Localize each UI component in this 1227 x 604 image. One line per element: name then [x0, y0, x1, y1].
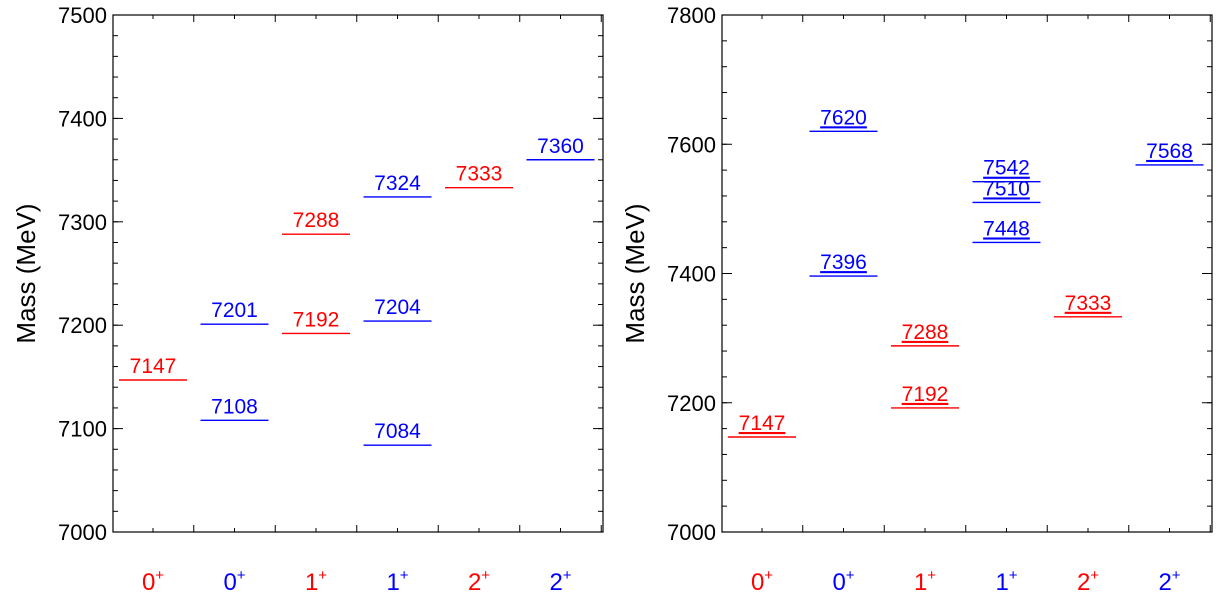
category-label: 0+ [142, 567, 164, 596]
level-label: 7333 [456, 163, 503, 186]
level-label: 7448 [983, 217, 1030, 240]
level-label: 7147 [130, 355, 177, 378]
level-label: 7542 [983, 157, 1030, 180]
y-tick-label: 7200 [667, 391, 716, 416]
category-label: 0+ [751, 567, 773, 596]
level-label: 7204 [374, 296, 421, 319]
category-label: 2+ [468, 567, 490, 596]
level-label: 7360 [537, 135, 584, 158]
y-tick-label: 7500 [58, 3, 107, 28]
category-label: 0+ [832, 567, 854, 596]
plot-frame [721, 14, 1213, 533]
y-tick-label: 7100 [58, 417, 107, 442]
category-label: 2+ [549, 567, 571, 596]
level-label: 7324 [374, 172, 421, 195]
chart-panel-2: 7000 7200 7400 7600 7800 Mass (MeV) 0+ 0+ 1+ 1+ 2+… [620, 3, 1213, 596]
level-label: 7288 [902, 321, 949, 344]
chart-panel-1: 7000 7100 7200 7300 7400 7500 Mass (MeV) 0+ 0+ 1+… [11, 3, 604, 596]
y-tick-label: 7600 [667, 132, 716, 157]
level-label: 7568 [1146, 140, 1193, 163]
category-label: 0+ [223, 567, 245, 596]
category-label: 1+ [386, 567, 408, 596]
level-label: 7201 [211, 299, 258, 322]
y-axis-label: Mass (MeV) [620, 203, 650, 343]
y-tick-label: 7000 [58, 520, 107, 545]
y-tick-label: 7400 [58, 106, 107, 131]
level-label: 7288 [293, 209, 340, 232]
category-label: 1+ [914, 567, 936, 596]
y-tick-label: 7400 [667, 262, 716, 287]
y-tick-label: 7200 [58, 313, 107, 338]
y-tick-label: 7300 [58, 210, 107, 235]
category-label: 1+ [305, 567, 327, 596]
y-tick-label: 7000 [667, 520, 716, 545]
level-label: 7333 [1065, 292, 1112, 315]
level-label: 7396 [820, 251, 867, 274]
level-label: 7510 [983, 177, 1030, 200]
level-label: 7192 [293, 308, 340, 331]
category-label: 1+ [995, 567, 1017, 596]
y-tick-label: 7800 [667, 3, 716, 28]
level-label: 7084 [374, 420, 421, 443]
category-label: 2+ [1158, 567, 1180, 596]
level-label: 7108 [211, 395, 258, 418]
level-label: 7147 [739, 412, 786, 435]
y-axis-label: Mass (MeV) [11, 203, 41, 343]
category-label: 2+ [1077, 567, 1099, 596]
level-label: 7192 [902, 383, 949, 406]
level-label: 7620 [820, 106, 867, 129]
plot-frame [112, 14, 604, 533]
